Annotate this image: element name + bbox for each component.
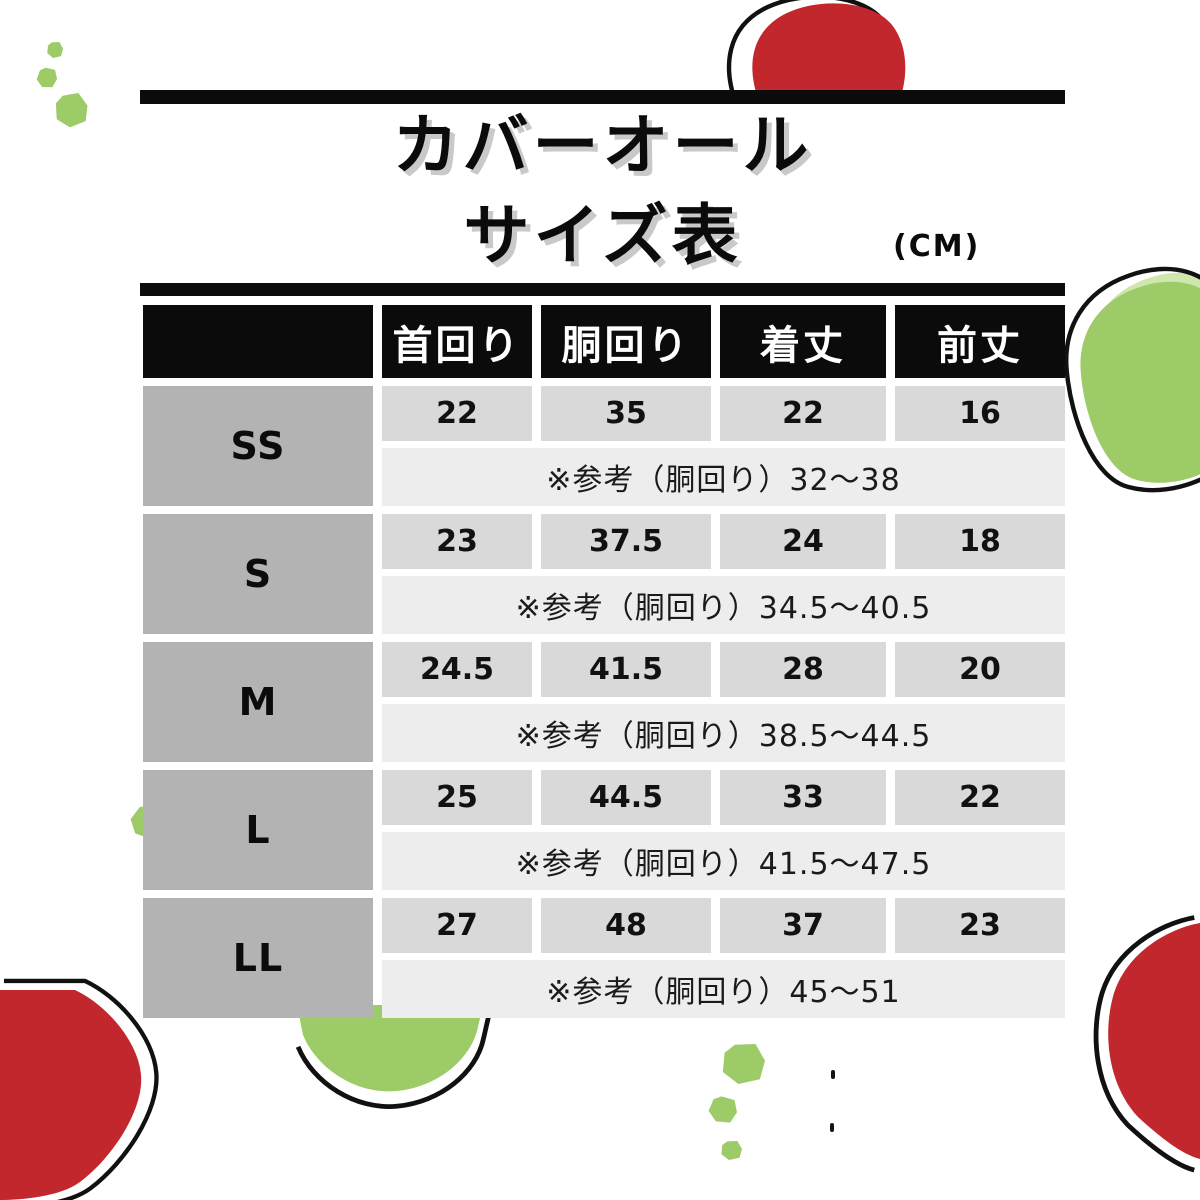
size-label: LL [143,898,373,1018]
page-title-line2: サイズ表 [463,197,742,274]
value-row: 27 48 37 23 [382,898,1065,953]
value-cell: 25 [382,770,532,825]
value-cell: 22 [720,386,886,441]
corner-cell [143,305,373,378]
value-cell: 22 [895,770,1065,825]
size-row-measurements: 23 37.5 24 18 ※参考（胴回り）34.5〜40.5 [382,514,1065,634]
value-cell: 24.5 [382,642,532,697]
deco-red-blob-top-right [726,0,906,104]
column-header-1: 首回り [382,305,532,378]
value-cell: 37 [720,898,886,953]
size-table: 首回り 胴回り 着丈 前丈 SS 22 35 22 16 ※参考（胴回り）32〜38 S 23 37.… [143,305,1065,1018]
size-row-ss: SS 22 35 22 16 ※参考（胴回り）32〜38 [143,386,1065,506]
deco-green-hexagon-bottom-small [721,1141,742,1160]
deco-green-hexagon-top-large [53,92,90,129]
size-row-ll: LL 27 48 37 23 ※参考（胴回り）45〜51 [143,898,1065,1018]
deco-green-hexagon-bottom-large [722,1044,765,1084]
size-label: L [143,770,373,890]
value-cell: 16 [895,386,1065,441]
deco-green-hexagon-bottom-medium [706,1093,741,1126]
deco-red-blob-bottom-left [0,978,159,1200]
value-cell: 27 [382,898,532,953]
value-cell: 20 [895,642,1065,697]
table-body: SS 22 35 22 16 ※参考（胴回り）32〜38 S 23 37.5 24 18 ※参考（胴回… [143,386,1065,1018]
deco-black-dash-2 [830,1123,834,1132]
deco-black-dash-1 [831,1070,835,1079]
value-cell: 18 [895,514,1065,569]
value-cell: 23 [895,898,1065,953]
column-header-3: 着丈 [720,305,886,378]
value-row: 24.5 41.5 28 20 [382,642,1065,697]
value-cell: 35 [541,386,711,441]
value-cell: 24 [720,514,886,569]
deco-green-hexagon-top-medium [35,66,59,90]
value-cell: 33 [720,770,886,825]
note-cell: ※参考（胴回り）41.5〜47.5 [382,832,1065,890]
size-row-l: L 25 44.5 33 22 ※参考（胴回り）41.5〜47.5 [143,770,1065,890]
size-label: M [143,642,373,762]
deco-green-hexagon-top-small [47,42,63,58]
note-cell: ※参考（胴回り）34.5〜40.5 [382,576,1065,634]
column-header-2: 胴回り [541,305,711,378]
note-cell: ※参考（胴回り）38.5〜44.5 [382,704,1065,762]
value-row: 25 44.5 33 22 [382,770,1065,825]
size-row-measurements: 24.5 41.5 28 20 ※参考（胴回り）38.5〜44.5 [382,642,1065,762]
deco-red-blob-bottom-right [1093,915,1200,1173]
value-cell: 23 [382,514,532,569]
note-cell: ※参考（胴回り）45〜51 [382,960,1065,1018]
value-cell: 28 [720,642,886,697]
table-header-row: 首回り 胴回り 着丈 前丈 [143,305,1065,378]
column-header-4: 前丈 [895,305,1065,378]
value-row: 23 37.5 24 18 [382,514,1065,569]
size-row-m: M 24.5 41.5 28 20 ※参考（胴回り）38.5〜44.5 [143,642,1065,762]
value-cell: 37.5 [541,514,711,569]
deco-green-blob-bottom [291,1005,492,1109]
size-row-measurements: 27 48 37 23 ※参考（胴回り）45〜51 [382,898,1065,1018]
note-cell: ※参考（胴回り）32〜38 [382,448,1065,506]
value-cell: 41.5 [541,642,711,697]
value-row: 22 35 22 16 [382,386,1065,441]
value-cell: 22 [382,386,532,441]
size-label: SS [143,386,373,506]
size-row-measurements: 22 35 22 16 ※参考（胴回り）32〜38 [382,386,1065,506]
divider-bar-bottom [140,283,1065,296]
size-row-s: S 23 37.5 24 18 ※参考（胴回り）34.5〜40.5 [143,514,1065,634]
value-cell: 44.5 [541,770,711,825]
divider-bar-top [140,90,1065,104]
page-title: カバーオール サイズ表 [140,101,1065,281]
size-label: S [143,514,373,634]
page-title-line1: カバーオール [392,107,813,184]
deco-green-blob-right [1064,266,1200,493]
value-cell: 48 [541,898,711,953]
unit-label: (CM) [893,229,981,264]
size-row-measurements: 25 44.5 33 22 ※参考（胴回り）41.5〜47.5 [382,770,1065,890]
